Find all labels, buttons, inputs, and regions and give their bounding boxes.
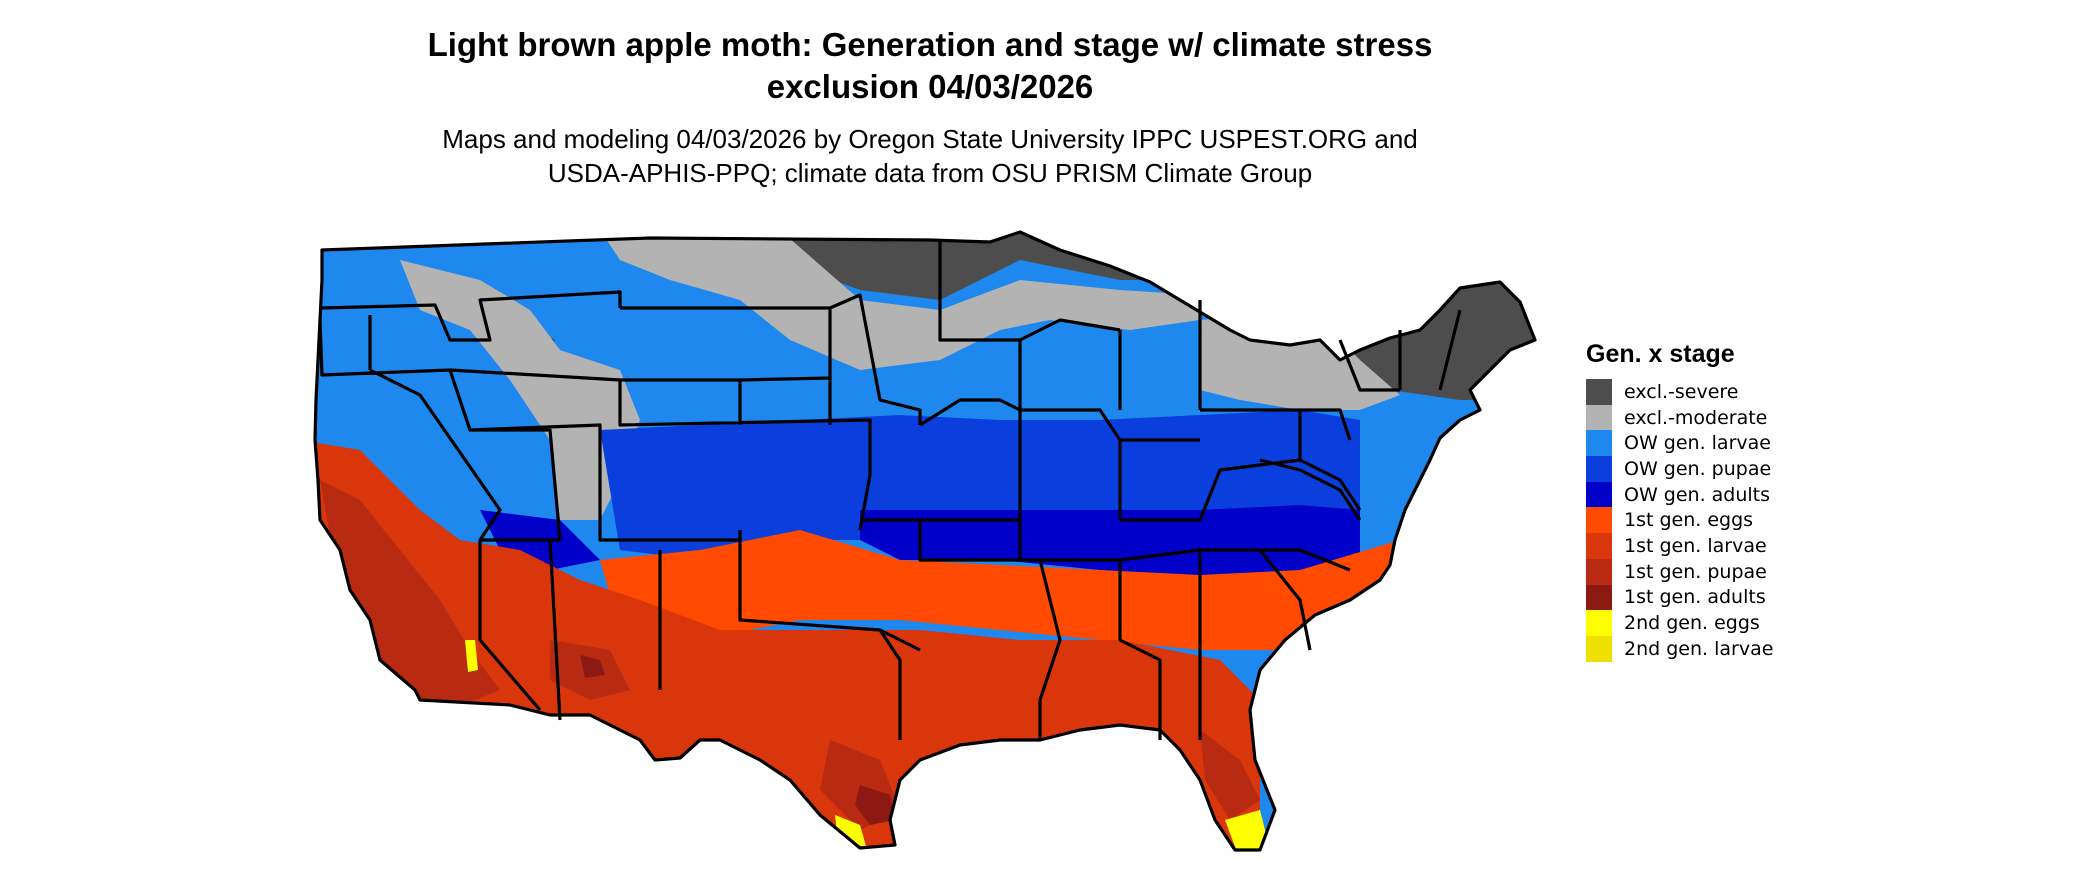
legend-label: excl.-severe <box>1624 380 1739 403</box>
legend-swatch <box>1586 584 1612 611</box>
legend-swatch <box>1586 610 1612 636</box>
legend-item: excl.-moderate <box>1586 404 1773 431</box>
legend-item: 2nd gen. larvae <box>1586 635 1774 662</box>
legend-label: 1st gen. eggs <box>1624 509 1754 532</box>
gen-stage-raster <box>315 232 1535 850</box>
legend-item: 1st gen. eggs <box>1586 507 1773 534</box>
title-line-1: Light brown apple moth: Generation and s… <box>427 26 1433 63</box>
region-1st-eggs <box>600 530 1450 650</box>
legend-item: OW gen. adults <box>1586 481 1773 508</box>
legend-item: OW gen. larvae <box>1586 430 1773 457</box>
legend-label: OW gen. larvae <box>1624 432 1771 455</box>
legend-label: 2nd gen. larvae <box>1624 637 1774 660</box>
legend-swatch <box>1586 404 1612 431</box>
us-map <box>313 230 1537 852</box>
legend-item: 2nd gen. eggs <box>1586 610 1773 636</box>
legend-label: excl.-moderate <box>1624 406 1768 429</box>
legend: Gen. x stage excl.-severe excl.-moderate O… <box>1586 340 1773 662</box>
legend-label: OW gen. adults <box>1624 483 1771 506</box>
region-excl-severe-north <box>780 232 1535 300</box>
region-1st-adults <box>580 655 895 825</box>
subtitle-line-1: Maps and modeling 04/03/2026 by Oregon S… <box>442 124 1418 154</box>
legend-swatch <box>1586 558 1612 585</box>
legend-title: Gen. x stage <box>1586 340 1735 368</box>
legend-swatch <box>1586 430 1612 457</box>
title-line-2: exclusion 04/03/2026 <box>766 68 1094 105</box>
legend-item: 1st gen. larvae <box>1586 533 1773 559</box>
legend-item: 1st gen. adults <box>1586 584 1773 611</box>
subtitle-line-2: USDA-APHIS-PPQ; climate data from OSU PR… <box>547 158 1313 188</box>
legend-item: OW gen. pupae <box>1586 456 1773 482</box>
legend-swatch <box>1586 481 1612 508</box>
region-excl-moderate-plains <box>600 232 1200 370</box>
legend-label: 1st gen. larvae <box>1624 534 1767 557</box>
map-subtitle: Maps and modeling 04/03/2026 by Oregon S… <box>380 122 1480 190</box>
legend-item: excl.-severe <box>1586 379 1773 405</box>
legend-item: 1st gen. pupae <box>1586 558 1773 585</box>
legend-swatch <box>1586 379 1612 405</box>
legend-swatch <box>1586 635 1612 662</box>
legend-label: 1st gen. pupae <box>1624 560 1767 583</box>
legend-label: 1st gen. adults <box>1624 586 1766 609</box>
legend-swatch <box>1586 507 1612 534</box>
legend-swatch <box>1586 456 1612 482</box>
map-title: Light brown apple moth: Generation and s… <box>380 24 1480 108</box>
legend-label: 2nd gen. eggs <box>1624 612 1760 635</box>
legend-items: excl.-severe excl.-moderate OW gen. larvae… <box>1586 379 1773 662</box>
state-boundaries <box>313 230 1537 852</box>
region-excl-moderate-rockies <box>400 260 640 520</box>
legend-label: OW gen. pupae <box>1624 457 1772 480</box>
legend-swatch <box>1586 533 1612 559</box>
